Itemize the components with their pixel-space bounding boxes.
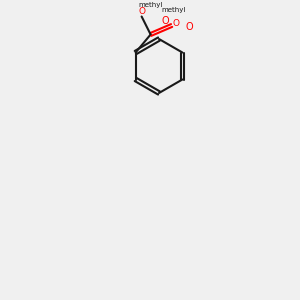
Text: O: O <box>161 16 169 26</box>
Text: methyl: methyl <box>138 2 163 8</box>
Text: methyl: methyl <box>162 7 186 13</box>
Text: O: O <box>185 22 193 32</box>
Text: O: O <box>172 20 180 28</box>
Text: O: O <box>138 8 145 16</box>
